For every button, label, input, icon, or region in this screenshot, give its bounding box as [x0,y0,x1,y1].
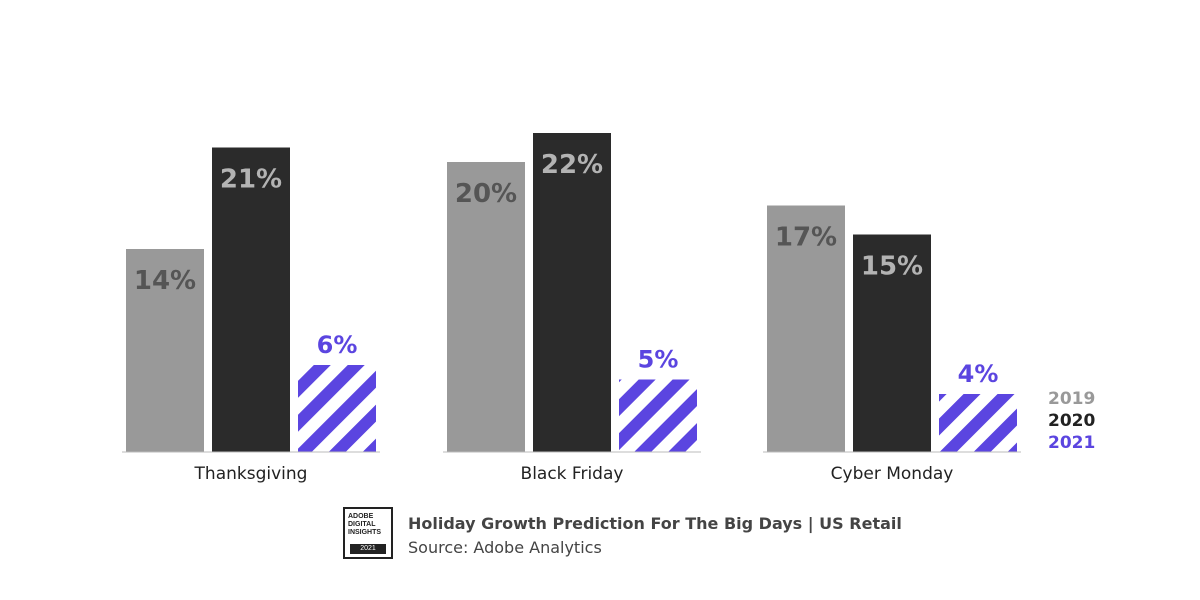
badge-line-2: DIGITAL [348,521,376,528]
legend-item-2020: 2020 [1048,411,1095,431]
category-label-cyber-monday: Cyber Monday [831,464,954,484]
labels-layer: 14% 21% 6% 20% 22% 5% 17% 15% 4% [134,150,998,388]
axis-layer: Thanksgiving Black Friday Cyber Monday [122,451,1021,484]
badge-line-3: INSIGHTS [348,529,382,536]
badge-line-1: ADOBE [348,513,374,520]
data-label-2019-thanksgiving: 14% [134,266,196,296]
badge-year: 2021 [350,544,386,554]
category-label-thanksgiving: Thanksgiving [194,464,308,484]
chart-footer: ADOBE DIGITAL INSIGHTS 2021 Holiday Grow… [343,507,943,563]
data-label-2021-cyber-monday: 4% [958,360,999,388]
bar-2021-cyber-monday [939,394,1017,452]
category-label-black-friday: Black Friday [521,464,624,484]
legend-item-2021: 2021 [1048,433,1095,453]
bar-2021-black-friday [619,379,697,452]
chart-source: Source: Adobe Analytics [408,538,602,557]
data-label-2019-cyber-monday: 17% [775,223,837,253]
bar-2020-black-friday [533,133,611,452]
data-label-2021-thanksgiving: 6% [317,331,358,359]
bar-2019-black-friday [447,162,525,452]
bars-layer [126,133,1017,452]
bar-2019-thanksgiving [126,249,204,452]
bar-2021-thanksgiving [298,365,376,452]
adobe-digital-insights-logo: ADOBE DIGITAL INSIGHTS 2021 [343,507,393,559]
bar-2019-cyber-monday [767,205,845,452]
bar-2020-thanksgiving [212,147,290,452]
legend-item-2019: 2019 [1048,389,1095,409]
bar-2020-cyber-monday [853,234,931,452]
data-label-2020-cyber-monday: 15% [861,252,923,282]
data-label-2021-black-friday: 5% [638,346,679,374]
chart-title: Holiday Growth Prediction For The Big Da… [408,514,902,533]
data-label-2019-black-friday: 20% [455,179,517,209]
data-label-2020-thanksgiving: 21% [220,165,282,195]
data-label-2020-black-friday: 22% [541,150,603,180]
